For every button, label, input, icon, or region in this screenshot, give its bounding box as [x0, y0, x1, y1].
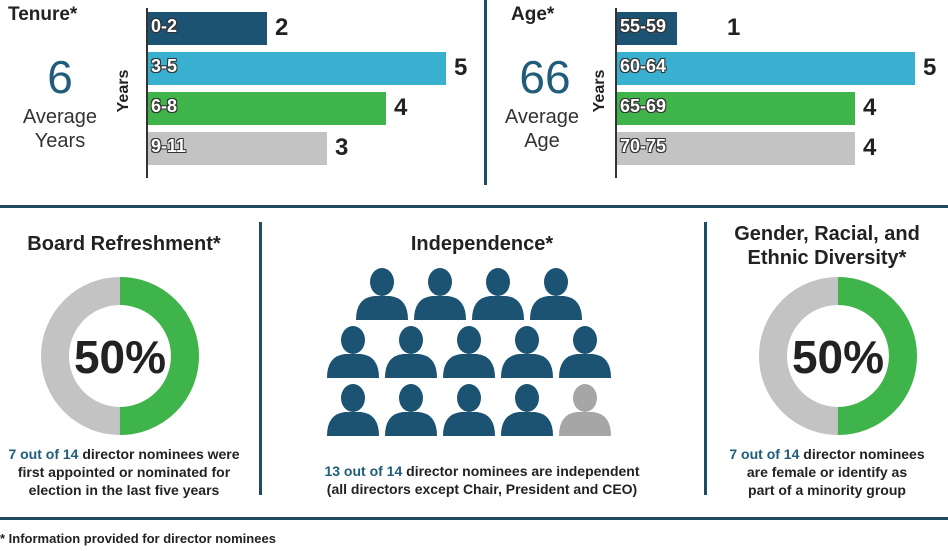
age-bar-value: 4	[863, 134, 877, 161]
age-bar-55-59: 55-59	[617, 12, 677, 45]
tenure-bar-value: 3	[335, 134, 349, 161]
age-bar-value: 4	[863, 94, 877, 121]
age-bar-label: 60-64	[620, 56, 667, 76]
tenure-average-label-1: Average	[22, 106, 98, 128]
diversity-title: Gender, Racial, and Ethnic Diversity*	[706, 222, 948, 270]
tenure-average-label-2: Years	[34, 130, 86, 152]
diversity-title-line-2: Ethnic Diversity*	[747, 247, 907, 269]
person-independent-icon	[530, 268, 582, 320]
age-bar-label: 55-59	[620, 16, 667, 36]
refresh-title: Board Refreshment*	[27, 233, 221, 255]
person-independent-icon	[356, 268, 408, 320]
diversity-title-line-1: Gender, Racial, and	[734, 223, 920, 245]
diversity-caption-line-2: are female or identify as	[746, 464, 908, 480]
tenure-bar-3-5: 3-5	[148, 52, 446, 85]
age-title: Age*	[511, 4, 555, 25]
age-bar-label: 65-69	[620, 96, 667, 116]
refresh-caption-line-1: director nominees were	[78, 446, 240, 462]
person-independent-icon	[559, 326, 611, 378]
age-bar-chart: 55-59 1 60-64 5 65-69 4 70-75 4	[617, 12, 947, 172]
tenure-bar-label: 9-11	[151, 136, 187, 156]
bottom-divider-right	[704, 222, 707, 495]
person-independent-icon	[443, 384, 495, 436]
person-independent-icon	[327, 384, 379, 436]
diversity-caption-line-3: part of a minority group	[748, 482, 906, 498]
refresh-caption-line-2: first appointed or nominated for	[17, 464, 231, 480]
refresh-donut: 50%	[41, 277, 199, 435]
age-average-value: 66	[519, 51, 571, 103]
independence-title: Independence*	[410, 233, 554, 255]
person-independent-icon	[385, 384, 437, 436]
refresh-donut-label: 50%	[74, 331, 166, 383]
tenure-bar-value: 2	[275, 14, 289, 41]
tenure-title: Tenure*	[8, 4, 78, 25]
diversity-caption-line-1: director nominees	[799, 446, 925, 462]
bottom-divider-left	[259, 222, 262, 495]
independence-caption-highlight: 13 out of 14	[324, 463, 403, 479]
person-not-independent-icon	[559, 384, 611, 436]
tenure-axis	[146, 8, 148, 178]
tenure-bar-9-11: 9-11	[148, 132, 327, 165]
footer-divider	[0, 517, 948, 520]
footnote: * Information provided for director nomi…	[0, 531, 276, 546]
age-average-label-1: Average	[504, 106, 580, 128]
age-axis	[615, 8, 617, 178]
person-independent-icon	[501, 384, 553, 436]
person-independent-icon	[472, 268, 524, 320]
age-bar-label: 70-75	[620, 136, 667, 156]
top-divider	[484, 0, 487, 185]
person-independent-icon	[414, 268, 466, 320]
tenure-bar-value: 5	[454, 54, 468, 81]
tenure-bar-6-8: 6-8	[148, 92, 386, 125]
tenure-average-value: 6	[47, 51, 73, 103]
age-bar-value: 5	[923, 54, 937, 81]
refresh-caption-highlight: 7 out of 14	[8, 446, 79, 462]
refresh-donut-slice	[41, 277, 199, 435]
tenure-bar-label: 3-5	[151, 56, 178, 76]
tenure-bar-value: 4	[394, 94, 408, 121]
diversity-donut-slice	[759, 277, 917, 435]
person-independent-icon	[443, 326, 495, 378]
independence-caption-line-2: (all directors except Chair, President a…	[326, 481, 638, 497]
tenure-bar-chart: 0-2 2 3-5 5 6-8 4 9-11 3	[148, 12, 467, 172]
age-bar-70-75: 70-75	[617, 132, 855, 165]
person-independent-icon	[501, 326, 553, 378]
diversity-caption: 7 out of 14 director nominees are female…	[706, 445, 948, 499]
person-independent-icon	[327, 326, 379, 378]
refresh-caption: 7 out of 14 director nominees were first…	[0, 445, 248, 499]
person-independent-icon	[385, 326, 437, 378]
tenure-bar-label: 6-8	[151, 96, 178, 116]
independence-icon-array	[327, 268, 611, 436]
diversity-donut: 50%	[759, 277, 917, 435]
independence-caption-line-1: director nominees are independent	[402, 463, 640, 479]
age-axis-label: Years	[591, 69, 608, 113]
tenure-bar-label: 0-2	[151, 16, 178, 36]
tenure-axis-label: Years	[115, 69, 132, 113]
age-bar-value: 1	[727, 14, 741, 41]
middle-divider	[0, 205, 948, 208]
refresh-caption-line-3: election in the last five years	[28, 482, 220, 498]
diversity-donut-label: 50%	[792, 331, 884, 383]
independence-caption: 13 out of 14 director nominees are indep…	[262, 462, 702, 498]
diversity-caption-highlight: 7 out of 14	[729, 446, 800, 462]
age-bar-65-69: 65-69	[617, 92, 855, 125]
tenure-bar-0-2: 0-2	[148, 12, 267, 45]
age-bar-60-64: 60-64	[617, 52, 915, 85]
age-average-label-2: Age	[524, 130, 560, 152]
